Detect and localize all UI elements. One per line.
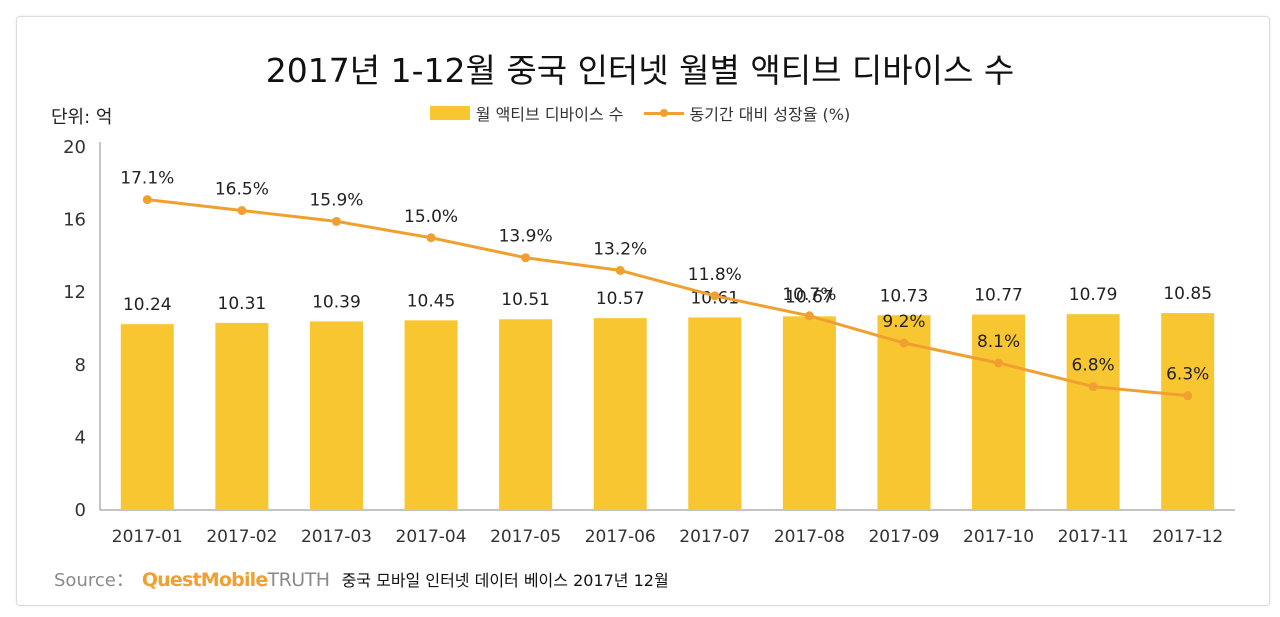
x-tick-label: 2017-09	[868, 527, 939, 547]
growth-value-label: 17.1%	[120, 169, 174, 189]
x-tick-label: 2017-04	[396, 527, 467, 547]
x-tick-label: 2017-03	[301, 527, 372, 547]
growth-value-label: 10.7%	[782, 285, 836, 305]
bar-value-label: 10.67	[785, 287, 834, 307]
growth-line	[147, 198, 1188, 398]
legend: 월 액티브 디바이스 수 동기간 대비 성장율 (%)	[0, 101, 1280, 125]
bar	[1066, 314, 1120, 510]
growth-value-label: 6.8%	[1072, 356, 1115, 376]
bar	[499, 319, 553, 510]
bar	[215, 322, 269, 510]
chart-title: 2017년 1-12월 중국 인터넷 월별 액티브 디바이스 수	[265, 51, 1015, 90]
y-tick-label: 16	[63, 210, 86, 231]
growth-value-label: 16.5%	[215, 180, 269, 200]
legend-line-swatch	[643, 106, 684, 120]
x-tick-label: 2017-08	[774, 527, 845, 547]
x-tick-label: 2017-02	[206, 527, 277, 547]
growth-point	[899, 338, 909, 348]
growth-point	[1183, 391, 1193, 401]
growth-point	[710, 291, 720, 301]
growth-point	[237, 206, 247, 216]
growth-value-label: 13.2%	[593, 239, 647, 259]
growth-value-label: 11.8%	[688, 265, 742, 285]
bar	[972, 314, 1026, 510]
x-tick-label: 2017-06	[585, 527, 656, 547]
bar	[404, 320, 458, 510]
y-tick-label: 0	[75, 500, 86, 521]
growth-point	[521, 253, 531, 263]
bar	[120, 324, 174, 510]
bar-value-label: 10.77	[974, 286, 1023, 306]
legend-item-bar: 월 액티브 디바이스 수	[429, 101, 624, 125]
bar-value-label: 10.45	[407, 291, 456, 311]
y-tick-label: 20	[63, 137, 86, 158]
x-tick-label: 2017-11	[1058, 527, 1129, 547]
legend-item-line: 동기간 대비 성장율 (%)	[643, 101, 851, 125]
x-tick-label: 2017-07	[679, 527, 750, 547]
bar-value-label: 10.51	[501, 290, 550, 310]
x-tick-label: 2017-12	[1152, 527, 1223, 547]
growth-value-label: 9.2%	[882, 312, 925, 332]
growth-value-label: 13.9%	[499, 227, 553, 247]
bar	[593, 318, 647, 510]
growth-value-label: 15.0%	[404, 207, 458, 227]
unit-label: 단위: 억	[51, 107, 113, 128]
bar-value-label: 10.57	[596, 289, 645, 309]
source-label: Source：	[54, 570, 134, 591]
source-line: Source： QuestMobile TRUTH 중국 모바일 인터넷 데이터…	[54, 566, 669, 592]
bar-value-label: 10.73	[880, 286, 929, 306]
x-tick-label: 2017-01	[112, 527, 183, 547]
growth-value-label: 15.9%	[309, 190, 363, 210]
legend-line-label: 동기간 대비 성장율 (%)	[689, 105, 851, 124]
y-tick-label: 4	[75, 427, 86, 448]
source-brand-logo: QuestMobile	[141, 569, 268, 591]
growth-point	[331, 216, 341, 226]
legend-bar-label: 월 액티브 디바이스 수	[475, 105, 624, 124]
y-tick-label: 12	[63, 282, 86, 303]
growth-point	[994, 358, 1004, 368]
growth-value-label: 6.3%	[1166, 365, 1209, 385]
legend-line-dot	[659, 109, 668, 117]
growth-point	[426, 233, 436, 243]
source-description: 중국 모바일 인터넷 데이터 베이스 2017년 12월	[341, 571, 669, 590]
growth-point	[142, 195, 152, 205]
growth-point	[804, 311, 814, 321]
growth-value-label: 8.1%	[977, 332, 1020, 352]
bar-value-label: 10.79	[1069, 285, 1118, 305]
legend-bar-swatch	[429, 106, 470, 120]
source-brand-suffix: TRUTH	[267, 569, 330, 591]
bar-value-label: 10.85	[1163, 284, 1212, 304]
bar-value-label: 10.39	[312, 292, 361, 312]
bar	[1161, 313, 1215, 510]
growth-point	[615, 265, 625, 275]
bar	[688, 317, 742, 510]
y-tick-label: 8	[75, 355, 86, 376]
growth-point	[1088, 382, 1098, 392]
bar-value-label: 10.31	[218, 294, 267, 314]
bar	[782, 316, 836, 510]
x-tick-label: 2017-10	[963, 527, 1034, 547]
bar-value-label: 10.24	[123, 295, 172, 315]
bar	[309, 321, 363, 510]
x-tick-label: 2017-05	[490, 527, 561, 547]
